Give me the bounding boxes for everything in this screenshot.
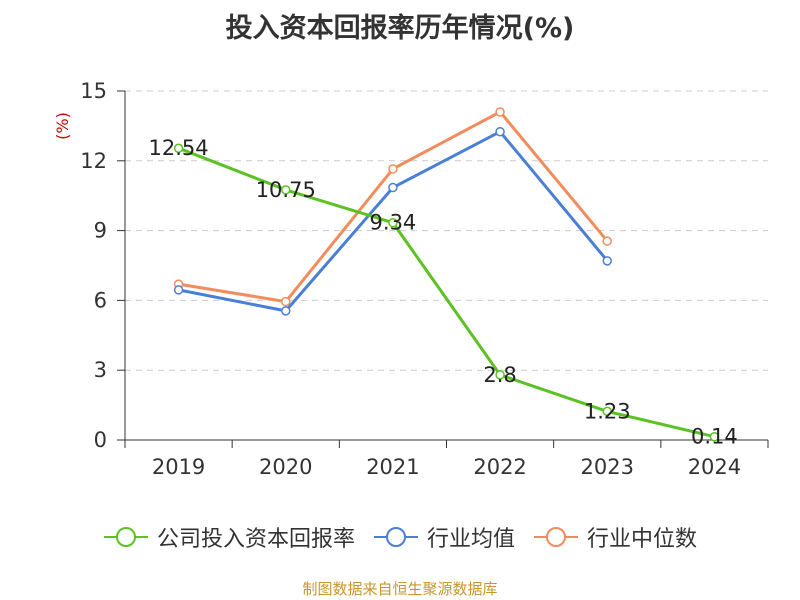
y-tick-label: 15 [80, 79, 107, 103]
data-labels: 12.54 10.75 9.34 2.8 1.23 0.14 [149, 136, 738, 449]
series-line-2 [178, 110, 609, 304]
data-point [173, 143, 184, 153]
y-tick-label: 6 [94, 288, 107, 312]
data-point [281, 306, 291, 316]
data-point [388, 164, 398, 174]
x-tick-label: 2024 [688, 455, 741, 479]
x-tick-label: 2020 [259, 455, 312, 479]
x-tick-label: 2023 [581, 455, 634, 479]
data-point [709, 431, 720, 442]
data-point [173, 285, 184, 295]
x-tick-label: 2022 [473, 455, 526, 479]
y-tick-label: 3 [94, 358, 107, 382]
data-point [495, 370, 505, 380]
y-tick-label: 9 [94, 219, 107, 243]
data-label: 0.14 [691, 425, 738, 449]
data-label: 10.75 [256, 178, 316, 202]
legend-marker-company [103, 527, 148, 547]
legend-item-industry-median[interactable]: 行业中位数 [533, 521, 697, 553]
grid-lines [125, 90, 768, 371]
axes: 0 3 6 9 12 15 2019 2020 2021 2022 2023 2024 [80, 79, 769, 479]
data-label: 12.54 [149, 136, 209, 160]
legend-item-industry-mean[interactable]: 行业均值 [373, 521, 515, 553]
data-source-note: 制图数据来自恒生聚源数据库 [302, 580, 498, 598]
y-tick-label: 0 [94, 428, 107, 452]
legend-label-company: 公司投入资本回报率 [156, 527, 355, 552]
data-label: 2.8 [483, 363, 516, 387]
chart-title: 投入资本回报率历年情况(%) [225, 13, 575, 44]
data-point [495, 126, 505, 137]
data-point [388, 217, 398, 228]
legend: 公司投入资本回报率 行业均值 行业中位数 [0, 520, 800, 554]
series [173, 107, 720, 442]
legend-item-company[interactable]: 公司投入资本回报率 [103, 521, 355, 553]
legend-marker-industry-median [534, 527, 578, 547]
data-label: 1.23 [584, 399, 631, 423]
y-tick-label: 12 [80, 149, 107, 173]
data-point [602, 236, 612, 246]
data-point [281, 296, 291, 307]
data-point [602, 406, 612, 417]
legend-marker-industry-mean [373, 527, 418, 547]
data-point [602, 256, 612, 266]
legend-label-industry-mean: 行业均值 [426, 527, 515, 552]
x-tick-label: 2019 [152, 455, 205, 479]
legend-label-industry-median: 行业中位数 [587, 527, 698, 552]
y-axis-label: (%) [53, 112, 72, 140]
data-point [388, 182, 398, 193]
data-point [281, 185, 291, 195]
series-line-0 [178, 146, 715, 439]
data-label: 9.34 [370, 211, 417, 235]
x-tick-label: 2021 [366, 455, 419, 479]
data-point [495, 107, 505, 117]
